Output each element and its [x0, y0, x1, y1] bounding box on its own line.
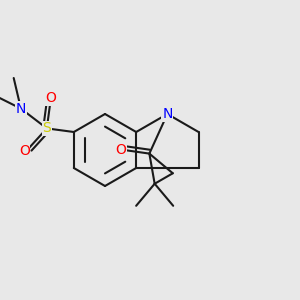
- Text: N: N: [162, 107, 172, 121]
- Text: N: N: [16, 102, 26, 116]
- Text: O: O: [19, 144, 30, 158]
- Text: S: S: [42, 122, 51, 135]
- Text: O: O: [45, 92, 56, 105]
- Text: O: O: [115, 143, 126, 157]
